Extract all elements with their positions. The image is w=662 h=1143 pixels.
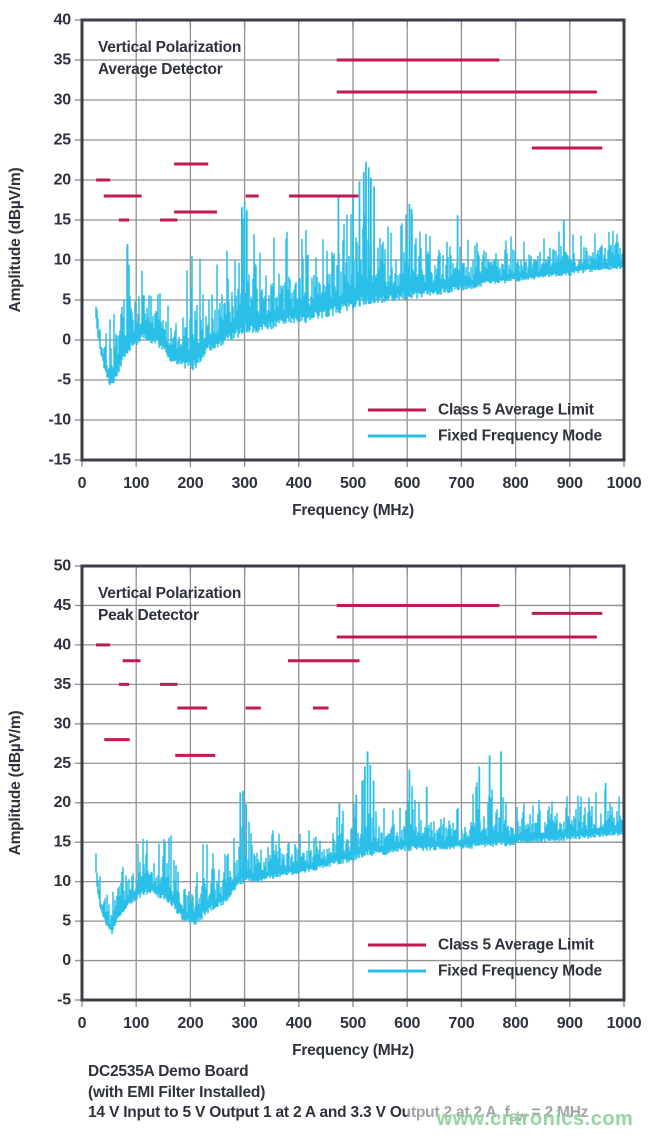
y-tick-label: 30 (54, 715, 72, 732)
y-tick-label: 20 (54, 794, 72, 811)
y-tick-label: 25 (54, 755, 72, 772)
plot-frame (80, 18, 626, 462)
y-tick-label: 30 (54, 92, 72, 109)
x-tick-label: 900 (557, 475, 583, 492)
y-axis-label: Amplitude (dBµV/m) (7, 168, 24, 313)
y-tick-label: 0 (62, 952, 71, 969)
caption-line-1: DC2535A Demo Board (88, 1063, 249, 1080)
y-tick-label: 35 (54, 52, 72, 69)
x-tick-label: 600 (394, 1015, 420, 1032)
x-tick-label: 400 (286, 475, 312, 492)
y-tick-label: -5 (57, 372, 71, 389)
x-tick-label: 100 (123, 475, 149, 492)
signal-trace (95, 779, 624, 935)
grid (81, 565, 625, 1001)
y-axis-label: Amplitude (dBµV/m) (7, 711, 24, 856)
caption-line-2: (with EMI Filter Installed) (88, 1083, 266, 1101)
y-tick-label: 40 (54, 636, 72, 653)
x-tick-label: 200 (177, 475, 203, 492)
x-axis-label: Frequency (MHz) (292, 502, 414, 519)
x-tick-label: 500 (340, 475, 366, 492)
limit-lines (96, 58, 603, 222)
x-tick-label: 700 (448, 475, 474, 492)
x-tick-label: 400 (286, 1015, 312, 1032)
y-tick-label: -15 (48, 452, 71, 469)
x-tick-label: 600 (394, 475, 420, 492)
y-tick-label: 20 (54, 172, 72, 189)
legend: Class 5 Average Limit Fixed Frequency Mod… (368, 937, 603, 980)
x-tick-label: 1000 (607, 1015, 642, 1032)
legend-label: Class 5 Average Limit (438, 937, 594, 954)
legend: Class 5 Average Limit Fixed Frequency Mod… (368, 402, 603, 445)
x-axis-label: Frequency (MHz) (292, 1042, 414, 1059)
caption-line-3-pre: 14 V Input to 5 V Output 1 at 2 A and 3.… (88, 1104, 510, 1121)
y-tick-label: -10 (48, 412, 71, 429)
x-tick-label: 1000 (607, 475, 642, 492)
x-tick-label: 300 (232, 475, 258, 492)
chart-title-line: Vertical Polarization (98, 585, 241, 602)
y-tick-label: 25 (54, 132, 72, 149)
y-tick-label: 10 (54, 252, 72, 269)
y-tick-label: 10 (54, 873, 72, 890)
x-tick-label: 0 (78, 1015, 87, 1032)
signal-trace-group (95, 751, 624, 935)
plot-frame (80, 564, 626, 1002)
y-tick-label: 15 (54, 212, 72, 229)
x-tick-label: 200 (177, 1015, 203, 1032)
signal-trace-group (95, 161, 624, 386)
chart-title-line: Average Detector (98, 61, 223, 78)
legend-label: Fixed Frequency Mode (438, 428, 603, 445)
x-tick-label: 300 (232, 1015, 258, 1032)
chart-title-line: Peak Detector (98, 607, 199, 624)
legend-label: Fixed Frequency Mode (438, 963, 603, 980)
y-tick-label: 0 (62, 332, 71, 349)
limit-lines (96, 603, 603, 757)
y-tick-label: 35 (54, 676, 72, 693)
chart-title-line: Vertical Polarization (98, 39, 241, 56)
x-tick-label: 900 (557, 1015, 583, 1032)
x-tick-label: 500 (340, 1015, 366, 1032)
x-tick-label: 700 (448, 1015, 474, 1032)
y-tick-label: 5 (62, 913, 71, 930)
y-tick-label: 15 (54, 834, 72, 851)
y-tick-label: 5 (62, 292, 71, 309)
x-tick-label: 100 (123, 1015, 149, 1032)
watermark: www.cntronics.com (408, 1103, 662, 1135)
y-tick-label: 45 (54, 597, 72, 614)
x-tick-label: 800 (503, 475, 529, 492)
y-tick-label: 50 (54, 558, 72, 575)
axis-ticks (75, 19, 625, 467)
signal-spikes (239, 751, 607, 884)
signal-trace (95, 214, 624, 386)
y-tick-label: -5 (57, 992, 71, 1009)
legend-label: Class 5 Average Limit (438, 402, 594, 419)
x-tick-label: 800 (503, 1015, 529, 1032)
y-tick-label: 40 (54, 12, 72, 29)
x-tick-label: 0 (78, 475, 87, 492)
signal-spikes (126, 161, 565, 354)
